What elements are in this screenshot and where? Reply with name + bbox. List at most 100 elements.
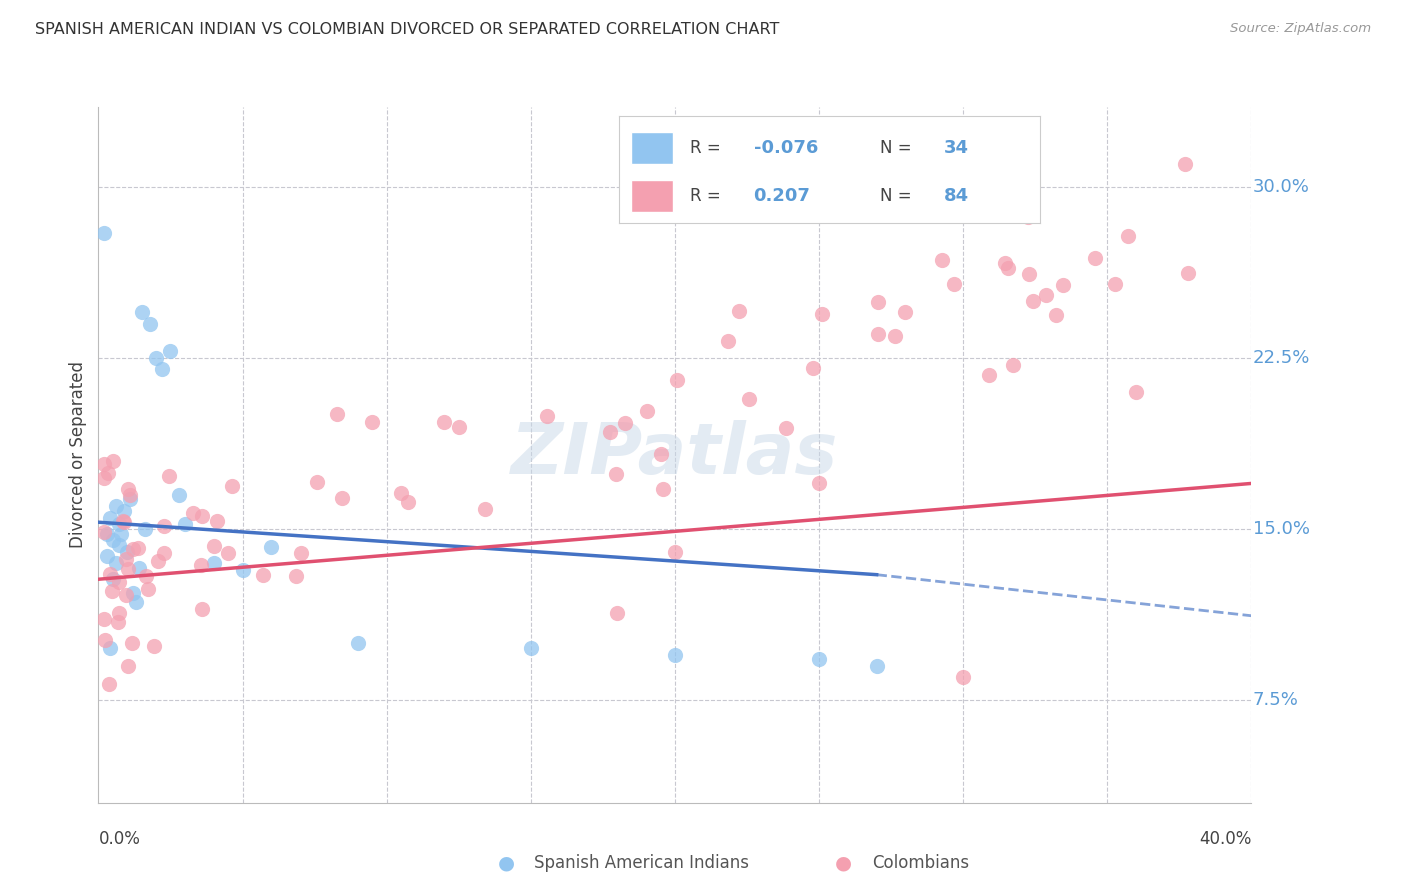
Point <box>221 479 243 493</box>
Point <box>650 447 672 461</box>
Point <box>728 304 751 318</box>
Point <box>97 466 120 480</box>
Text: 0.207: 0.207 <box>754 187 810 205</box>
Point <box>307 475 329 489</box>
Point <box>942 277 965 292</box>
Text: -0.076: -0.076 <box>754 139 818 157</box>
Point <box>115 551 138 566</box>
Point <box>104 556 127 570</box>
Point <box>807 476 830 491</box>
Point <box>112 515 135 529</box>
Text: ●: ● <box>498 854 515 872</box>
Point <box>107 538 129 552</box>
Point <box>326 407 349 421</box>
Point <box>134 522 156 536</box>
Point <box>474 501 496 516</box>
Point <box>120 488 142 502</box>
Point <box>738 392 761 406</box>
Point <box>108 574 131 589</box>
Point <box>110 526 132 541</box>
Point <box>150 362 173 376</box>
Text: 34: 34 <box>943 139 969 157</box>
Point <box>139 317 162 331</box>
Point <box>260 541 283 555</box>
Point <box>121 542 143 557</box>
Text: N =: N = <box>880 187 917 205</box>
Point <box>104 500 127 514</box>
Point <box>93 633 115 648</box>
Point <box>125 595 148 609</box>
Point <box>398 495 420 509</box>
Point <box>1022 294 1045 309</box>
Point <box>775 421 797 435</box>
Point <box>666 373 689 387</box>
Point <box>93 226 115 240</box>
Point <box>202 539 225 553</box>
Point <box>117 658 139 673</box>
Point <box>114 515 136 529</box>
Point <box>153 546 176 560</box>
Point <box>93 457 115 471</box>
Point <box>98 566 121 581</box>
Point <box>606 607 628 621</box>
Text: 22.5%: 22.5% <box>1253 349 1310 367</box>
Point <box>1174 157 1197 171</box>
Point <box>520 640 543 655</box>
Point <box>1018 177 1040 191</box>
Text: 15.0%: 15.0% <box>1253 520 1310 538</box>
Point <box>97 677 120 691</box>
Point <box>1104 277 1126 291</box>
Point <box>112 504 135 518</box>
Point <box>148 554 170 568</box>
Point <box>361 415 384 429</box>
Text: Source: ZipAtlas.com: Source: ZipAtlas.com <box>1230 22 1371 36</box>
Point <box>159 344 181 359</box>
Point <box>1177 267 1199 281</box>
Text: 0.0%: 0.0% <box>98 830 141 848</box>
Point <box>391 485 413 500</box>
Point <box>931 252 953 267</box>
Point <box>101 572 124 586</box>
Point <box>997 260 1019 275</box>
Point <box>717 334 740 349</box>
Text: 7.5%: 7.5% <box>1253 691 1299 709</box>
Point <box>605 467 627 482</box>
Point <box>231 563 254 577</box>
Point <box>107 517 129 532</box>
Point <box>664 648 686 662</box>
Point <box>1017 210 1039 224</box>
Point <box>866 659 889 673</box>
Point <box>93 612 115 626</box>
Point <box>190 558 212 572</box>
Point <box>121 636 143 650</box>
Point <box>1116 228 1139 243</box>
Point <box>1018 267 1040 281</box>
Text: Spanish American Indians: Spanish American Indians <box>534 855 749 872</box>
Point <box>994 256 1017 270</box>
Point <box>536 409 558 423</box>
Point <box>290 546 312 560</box>
Text: R =: R = <box>690 139 727 157</box>
Point <box>96 549 118 564</box>
Text: ●: ● <box>835 854 852 872</box>
Point <box>866 326 889 341</box>
Point <box>131 305 153 319</box>
Point <box>145 351 167 365</box>
Point <box>1125 385 1147 400</box>
Point <box>96 526 118 541</box>
Text: 84: 84 <box>943 187 969 205</box>
Point <box>346 636 368 650</box>
Point <box>157 468 180 483</box>
Point <box>117 545 138 559</box>
Point <box>1052 278 1074 293</box>
Y-axis label: Divorced or Separated: Divorced or Separated <box>69 361 87 549</box>
Point <box>122 586 145 600</box>
Text: ZIPatlas: ZIPatlas <box>512 420 838 490</box>
Point <box>217 546 239 560</box>
Point <box>952 670 974 684</box>
Point <box>191 508 214 523</box>
Point <box>117 562 139 576</box>
Text: R =: R = <box>690 187 727 205</box>
Text: 40.0%: 40.0% <box>1199 830 1251 848</box>
Point <box>114 588 136 602</box>
